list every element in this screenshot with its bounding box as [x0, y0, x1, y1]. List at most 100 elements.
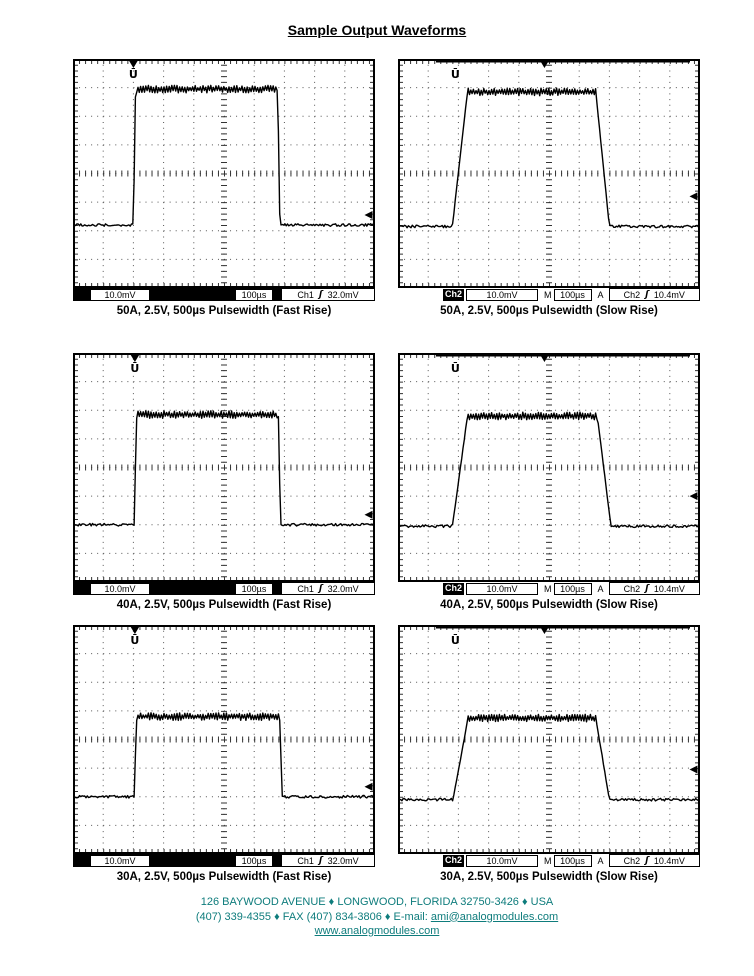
- vertical-scale-readout: 10.0mV: [466, 854, 539, 867]
- vertical-scale-readout: 10.0mV: [466, 582, 539, 595]
- page-title: Sample Output Waveforms: [287, 22, 467, 38]
- trigger-level-arrow-icon: [364, 782, 373, 791]
- trigger-source-readout: Ch1: [297, 583, 314, 594]
- trigger-position-icon: [539, 626, 549, 634]
- horizontal-scale-readout: 100µs: [235, 854, 273, 867]
- trigger-readout: Ch2 ʃ 10.4mV: [608, 288, 700, 301]
- acquisition-mode-label: A: [597, 289, 604, 300]
- footer: 126 BAYWOOD AVENUE ♦ LONGWOOD, FLORIDA 3…: [0, 895, 754, 939]
- timebase-mode-label: M: [544, 855, 552, 866]
- trigger-readout: Ch1 ʃ 32.0mV: [281, 288, 375, 301]
- scope-caption: 50A, 2.5V, 500µs Pulsewidth (Fast Rise): [116, 305, 332, 317]
- trigger-source-readout: Ch1: [297, 289, 314, 300]
- scope-graticule: Ū: [398, 625, 700, 854]
- trigger-level-readout: 32.0mV: [327, 583, 359, 594]
- horizontal-scale-readout: 100µs: [235, 288, 273, 301]
- footer-contact: (407) 339-4355 ♦ FAX (407) 834-3806 ♦ E-…: [0, 910, 754, 925]
- scope-graticule: Ū: [73, 353, 375, 582]
- scope-screen: Ū: [398, 353, 700, 582]
- email-link[interactable]: ami@analogmodules.com: [430, 910, 559, 923]
- footer-phone-fax: (407) 339-4355 ♦ FAX (407) 834-3806 ♦ E-…: [195, 910, 431, 923]
- vertical-scale-readout: 10.0mV: [466, 288, 539, 301]
- scope-graticule: Ū: [73, 59, 375, 288]
- oscilloscope-capture: Ū Ch2 10.0mV M 100µs A Ch2 ʃ 10.4mV 40A, 2.5V, …: [398, 353, 700, 611]
- trigger-source-readout: Ch2: [623, 855, 641, 866]
- trigger-slope-icon: ʃ: [645, 289, 649, 300]
- trigger-position-icon: [128, 60, 138, 68]
- trigger-level-arrow-icon: [364, 211, 373, 220]
- oscilloscope-capture: Ū Ch2 10.0mV M 100µs A Ch2 ʃ 10.4mV 50A, 2.5V, …: [398, 59, 700, 317]
- trigger-level-readout: 10.4mV: [653, 289, 685, 300]
- oscilloscope-capture: Ū 10.0mV 100µs Ch1 ʃ 32.0mV 40A, 2.5V, 500µs…: [73, 353, 375, 611]
- vertical-scale-readout: 10.0mV: [90, 288, 150, 301]
- trigger-level-arrow-icon: [689, 192, 698, 201]
- scope-screen: Ū: [73, 625, 375, 854]
- trigger-point-label: Ū: [451, 68, 460, 81]
- horizontal-scale-readout: 100µs: [553, 582, 592, 595]
- scope-border: [73, 625, 375, 854]
- scope-border: [398, 59, 700, 288]
- scope-border: [73, 59, 375, 288]
- acquisition-mode-label: A: [597, 583, 604, 594]
- scope-readout-bar: 10.0mV 100µs Ch1 ʃ 32.0mV: [73, 854, 375, 867]
- trigger-level-readout: 32.0mV: [327, 289, 359, 300]
- scope-readout-bar: Ch2 10.0mV M 100µs A Ch2 ʃ 10.4mV: [398, 582, 700, 595]
- scope-readout-bar: Ch2 10.0mV M 100µs A Ch2 ʃ 10.4mV: [398, 288, 700, 301]
- trigger-position-icon: [539, 60, 549, 68]
- trigger-point-label: Ū: [451, 634, 460, 647]
- waveform-trace: [398, 713, 700, 802]
- trigger-level-readout: 32.0mV: [327, 855, 359, 866]
- footer-address: 126 BAYWOOD AVENUE ♦ LONGWOOD, FLORIDA 3…: [200, 896, 554, 908]
- readout-scale-bar: 10.0mV 100µs: [73, 288, 281, 301]
- scope-caption: 30A, 2.5V, 500µs Pulsewidth (Fast Rise): [116, 871, 332, 883]
- trigger-readout: Ch2 ʃ 10.4mV: [608, 582, 700, 595]
- oscilloscope-capture: Ū Ch2 10.0mV M 100µs A Ch2 ʃ 10.4mV 30A, 2.5V, …: [398, 625, 700, 883]
- trigger-level-arrow-icon: [689, 492, 698, 501]
- trigger-slope-icon: ʃ: [318, 289, 323, 300]
- scope-graticule: Ū: [398, 353, 700, 582]
- scope-border: [398, 353, 700, 582]
- trigger-level-arrow-icon: [689, 765, 698, 774]
- scope-caption: 40A, 2.5V, 500µs Pulsewidth (Slow Rise): [440, 599, 658, 611]
- trigger-slope-icon: ʃ: [318, 855, 323, 866]
- scope-caption: 30A, 2.5V, 500µs Pulsewidth (Slow Rise): [440, 871, 658, 883]
- timebase-mode-label: M: [544, 583, 552, 594]
- trigger-point-label: Ū: [451, 362, 460, 375]
- website-link[interactable]: www.analogmodules.com: [314, 925, 440, 937]
- scope-screen: Ū: [73, 353, 375, 582]
- waveform-trace: [73, 712, 375, 799]
- trigger-position-icon: [130, 354, 140, 362]
- oscilloscope-capture: Ū 10.0mV 100µs Ch1 ʃ 32.0mV 30A, 2.5V, 500µs…: [73, 625, 375, 883]
- scope-screen: Ū: [398, 59, 700, 288]
- trigger-slope-icon: ʃ: [645, 583, 649, 594]
- trigger-slope-icon: ʃ: [645, 855, 649, 866]
- channel-label-badge: Ch2: [443, 288, 465, 301]
- trigger-source-readout: Ch2: [623, 583, 641, 594]
- scope-graticule: Ū: [73, 625, 375, 854]
- trigger-readout: Ch1 ʃ 32.0mV: [281, 854, 375, 867]
- trigger-point-label: Ū: [130, 362, 139, 375]
- trigger-source-readout: Ch2: [623, 289, 641, 300]
- scope-border: [398, 625, 700, 854]
- scope-readout-bar: 10.0mV 100µs Ch1 ʃ 32.0mV: [73, 582, 375, 595]
- readout-scale-bar: 10.0mV 100µs: [73, 854, 281, 867]
- waveform-trace: [398, 87, 700, 229]
- trigger-position-icon: [130, 626, 140, 634]
- trigger-source-readout: Ch1: [297, 855, 314, 866]
- trigger-level-readout: 10.4mV: [653, 855, 685, 866]
- waveform-trace: [73, 84, 375, 227]
- horizontal-scale-readout: 100µs: [553, 854, 592, 867]
- trigger-readout: Ch2 ʃ 10.4mV: [608, 854, 700, 867]
- scope-screen: Ū: [73, 59, 375, 288]
- trigger-point-label: Ū: [130, 634, 139, 647]
- timebase-mode-label: M: [544, 289, 552, 300]
- channel-label-badge: Ch2: [443, 854, 465, 867]
- trigger-level-arrow-icon: [364, 510, 373, 519]
- scope-caption: 50A, 2.5V, 500µs Pulsewidth (Slow Rise): [440, 305, 658, 317]
- vertical-scale-readout: 10.0mV: [90, 582, 150, 595]
- scope-readout-bar: Ch2 10.0mV M 100µs A Ch2 ʃ 10.4mV: [398, 854, 700, 867]
- trigger-slope-icon: ʃ: [318, 583, 323, 594]
- trigger-point-label: Ū: [129, 68, 138, 81]
- scope-readout-bar: 10.0mV 100µs Ch1 ʃ 32.0mV: [73, 288, 375, 301]
